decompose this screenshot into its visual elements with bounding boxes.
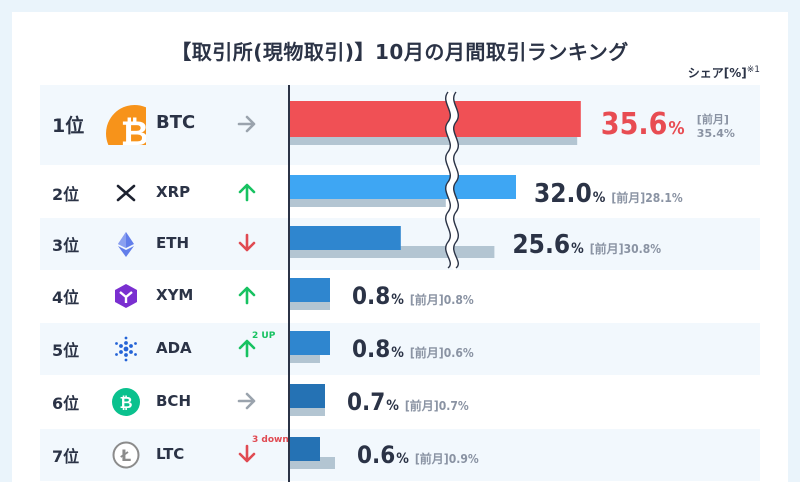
coin-symbol: LTC [156, 445, 185, 463]
percent-sign: % [391, 345, 404, 361]
trend-flat-icon [236, 113, 258, 135]
current-month-bar [290, 226, 401, 250]
current-month-bar [290, 437, 320, 461]
percent-sign: % [668, 118, 685, 139]
trend-flat-icon [236, 390, 258, 412]
axis-break-marker [453, 91, 459, 269]
current-share: 0.8 [352, 282, 391, 310]
trend-down-icon [236, 443, 258, 465]
previous-share: [前月]0.9% [415, 452, 479, 466]
coin-symbol: ETH [156, 234, 190, 252]
coin-symbol: XRP [156, 183, 191, 201]
coin-symbol: XYM [156, 286, 194, 304]
axis-break-marker [446, 89, 458, 271]
value-label: 32.0% [前月]28.1% [534, 179, 683, 209]
chart-title: 【取引所(現物取引)】10月の月間取引ランキング [171, 40, 629, 64]
trend-up-icon [236, 284, 258, 306]
rank-label: 1位 [52, 115, 85, 137]
trend-up-icon [236, 337, 258, 359]
current-month-bar [290, 278, 330, 302]
ranking-row: 7位 Ł LTC 3 down [40, 429, 760, 481]
coin-symbol: ADA [156, 339, 192, 357]
rank-change-note: 2 UP [252, 331, 276, 341]
ethereum-icon [112, 230, 140, 258]
coin-symbol: BCH [156, 392, 191, 410]
current-share: 0.7 [347, 388, 386, 416]
prev-label: [前月] [409, 293, 444, 307]
current-share: 0.8 [352, 335, 391, 363]
previous-share: [前月]0.6% [410, 346, 474, 360]
current-share: 32.0 [534, 179, 592, 209]
percent-sign: % [571, 241, 584, 257]
current-share: 0.6 [357, 441, 396, 469]
prev-label: [前月] [611, 191, 646, 205]
value-label: 0.8% [前月]0.8% [352, 282, 474, 310]
ranking-row: 2位 XRP [40, 167, 760, 219]
rank-label: 3位 [52, 236, 80, 255]
rank-change-note: 3 down [252, 435, 289, 445]
prev-label: [前月] [409, 346, 444, 360]
ranking-row: 1位 ₿ BTC [40, 85, 760, 165]
percent-sign: % [391, 292, 404, 308]
cardano-icon [112, 335, 140, 363]
ranking-row: 5位 ADA 2 UP [40, 323, 760, 375]
current-month-bar [290, 331, 330, 355]
value-label: 35.6% [601, 107, 685, 142]
axis-break-marker [445, 91, 451, 269]
prev-label: [前月] [589, 242, 624, 256]
previous-share: [前月]0.7% [405, 399, 469, 413]
value-label: 25.6% [前月]30.8% [512, 230, 661, 260]
symbol-icon [112, 282, 140, 310]
current-month-bar [290, 101, 581, 137]
current-share: 25.6 [512, 230, 571, 260]
bar-baseline [288, 85, 290, 482]
prev-value: 0.6% [443, 346, 474, 360]
current-month-bar [290, 384, 325, 408]
prev-label: [前月] [414, 452, 449, 466]
svg-text:Ł: Ł [120, 446, 131, 465]
prev-value: 35.4% [696, 127, 735, 140]
prev-value: 0.9% [448, 452, 479, 466]
prev-value: 28.1% [645, 191, 683, 205]
current-share: 35.6 [600, 107, 668, 142]
value-label: 0.8% [前月]0.6% [352, 335, 474, 363]
rank-label: 7位 [52, 447, 80, 466]
rank-label: 5位 [52, 341, 80, 360]
xrp-icon [112, 179, 140, 207]
prev-value: 0.7% [438, 399, 469, 413]
share-label: シェア[%] [687, 66, 747, 80]
value-label: 0.6% [前月]0.9% [357, 441, 479, 469]
rank-label: 6位 [52, 394, 80, 413]
rank-label: 2位 [52, 185, 80, 204]
prev-value: 30.8% [623, 242, 662, 256]
percent-sign: % [396, 451, 409, 467]
prev-label: [前月] [696, 113, 729, 126]
svg-text:₿: ₿ [119, 393, 132, 412]
previous-share: [前月]28.1% [611, 191, 682, 205]
trend-down-icon [236, 232, 258, 254]
previous-share: [前月]0.8% [410, 293, 474, 307]
litecoin-icon: Ł [112, 441, 140, 469]
ranking-row: 4位 XYM [40, 270, 760, 322]
coin-symbol: BTC [156, 112, 196, 133]
prev-label: [前月] [404, 399, 439, 413]
ranking-row: 6位 ₿ BCH [40, 376, 760, 428]
share-axis-label: シェア[%]※1 [688, 64, 760, 81]
rank-label: 4位 [52, 288, 80, 307]
previous-share: [前月] 35.4% [697, 113, 735, 141]
percent-sign: % [592, 190, 606, 206]
prev-value: 0.8% [443, 293, 474, 307]
value-label: 0.7% [前月]0.7% [347, 388, 469, 416]
percent-sign: % [386, 398, 399, 414]
trend-up-icon [236, 181, 258, 203]
previous-share: [前月]30.8% [590, 242, 661, 256]
bitcoin-cash-icon: ₿ [112, 388, 140, 416]
current-month-bar [290, 175, 516, 199]
share-note: ※1 [746, 65, 760, 75]
